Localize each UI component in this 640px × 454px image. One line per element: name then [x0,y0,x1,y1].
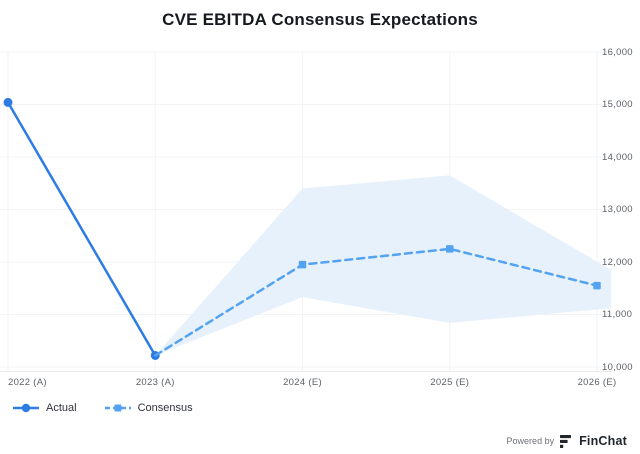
series-line-actual [6,101,157,357]
finchat-logo-icon [560,434,572,448]
legend-circle-marker-icon [13,403,39,413]
legend-item-consensus[interactable]: Consensus [104,402,193,414]
brand-name: FinChat [579,434,627,448]
series-line-consensus [154,247,599,357]
data-point-consensus[interactable] [446,245,454,253]
legend: Actual Consensus [13,402,193,414]
legend-item-actual[interactable]: Actual [13,402,77,414]
data-point-consensus[interactable] [298,260,307,269]
data-point-consensus[interactable] [593,281,601,290]
chart-title: CVE EBITDA Consensus Expectations [162,10,478,29]
chart-svg [0,51,612,372]
legend-label: Actual [46,402,77,414]
legend-label: Consensus [137,402,193,414]
powered-by-footer: Powered by FinChat [507,434,627,448]
consensus-range-band [155,175,611,356]
data-point-actual[interactable] [3,97,13,107]
legend-square-marker-icon [104,404,131,412]
powered-by-label: Powered by [506,436,555,446]
